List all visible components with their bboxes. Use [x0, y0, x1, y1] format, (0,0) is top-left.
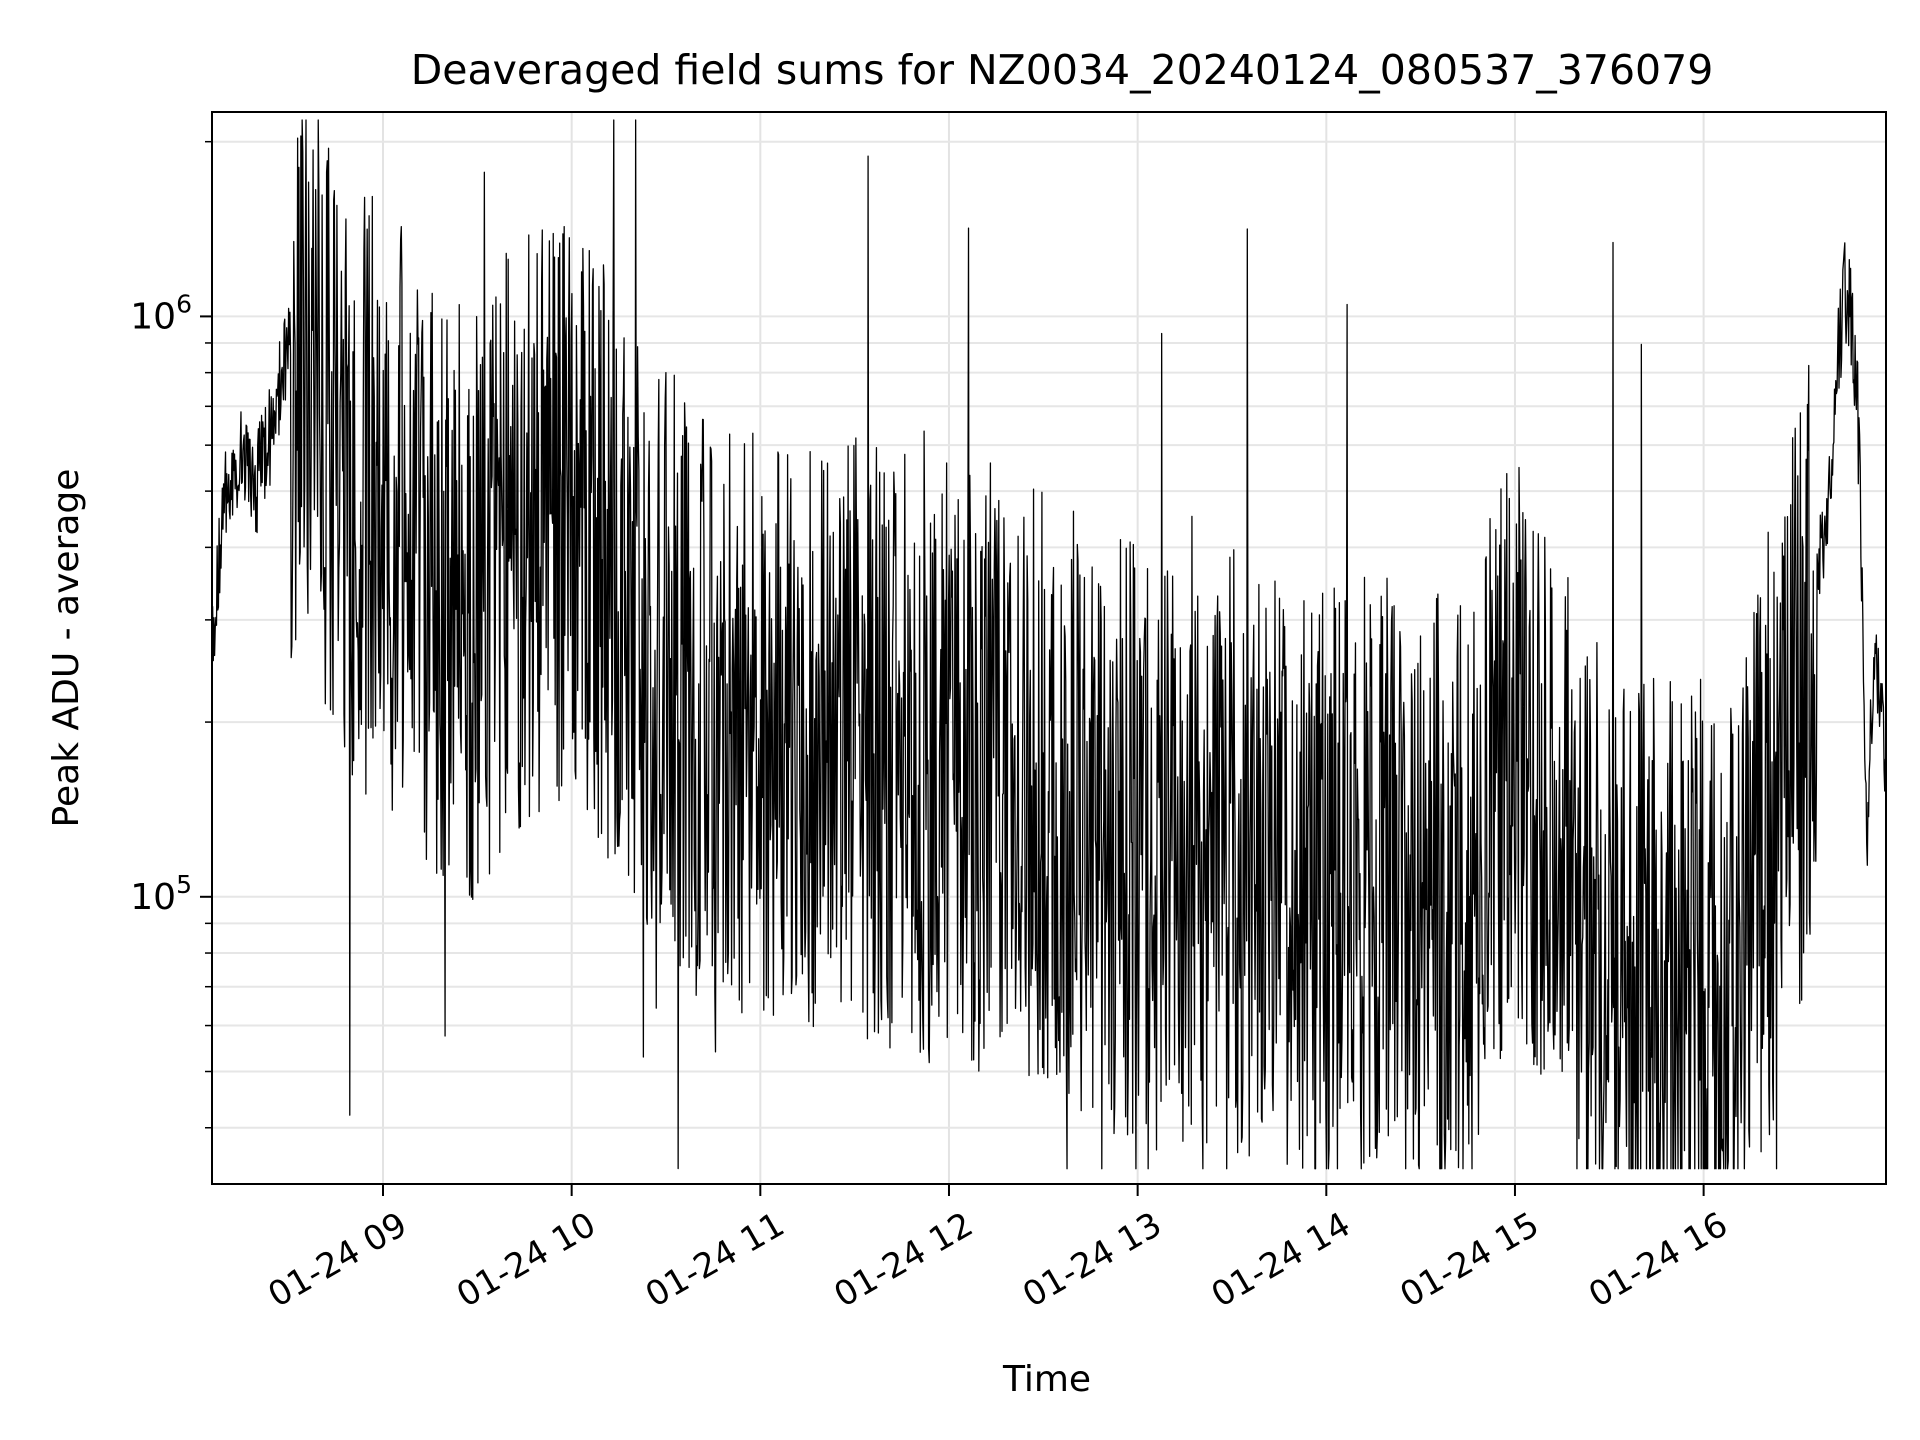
y-axis-label: Peak ADU - average — [46, 469, 87, 828]
axes-frame — [211, 111, 1887, 1185]
chart-title: Deaveraged field sums for NZ0034_2024012… — [411, 46, 1714, 94]
y-tick-exponent: 5 — [176, 870, 192, 899]
y-tick-base: 10 — [130, 296, 176, 337]
y-tick-label: 105 — [130, 870, 192, 918]
y-tick-exponent: 6 — [176, 289, 192, 318]
series-line — [212, 119, 1886, 1170]
series-area — [212, 119, 1886, 1170]
y-tick-base: 10 — [130, 877, 176, 918]
x-axis-label: Time — [1002, 1359, 1091, 1400]
y-tick-label: 106 — [130, 289, 192, 337]
